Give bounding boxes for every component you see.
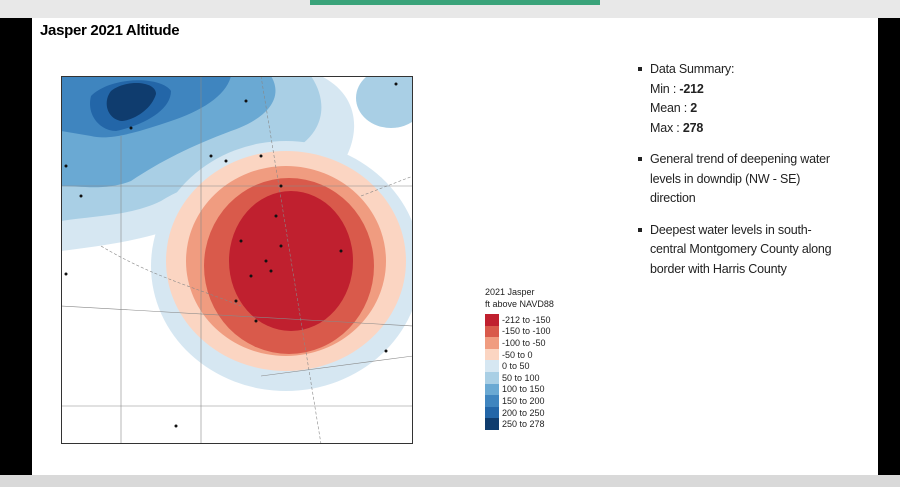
bullet-line: central Montgomery County along	[650, 242, 832, 256]
legend-label: 100 to 150	[502, 384, 545, 395]
legend-item: -150 to -100	[485, 325, 554, 338]
stat-row: Max : 278	[650, 119, 868, 139]
bottom-bar	[0, 475, 900, 487]
legend-label: 150 to 200	[502, 395, 545, 406]
legend-title: 2021 Jasper	[485, 287, 535, 297]
legend-label: 250 to 278	[502, 419, 545, 430]
legend-item: 50 to 100	[485, 371, 554, 384]
stat-value: 278	[682, 120, 704, 135]
legend-label: -212 to -150	[502, 314, 551, 325]
bullet-line: direction	[650, 191, 696, 205]
legend-swatch	[485, 418, 499, 430]
legend-item: 200 to 250	[485, 406, 554, 419]
bullet-line: Data Summary:	[650, 62, 735, 76]
stat-label: Mean :	[650, 101, 691, 115]
bullet: Deepest water levels in south-central Mo…	[638, 221, 868, 280]
top-bar	[0, 0, 900, 18]
stat-label: Max :	[650, 120, 683, 135]
bullet-line: levels in downdip (NW - SE)	[650, 171, 801, 186]
slide: Jasper 2021 Altitude	[32, 18, 878, 475]
legend-label: 200 to 250	[502, 407, 545, 418]
legend-item: 0 to 50	[485, 360, 554, 372]
bullet-line: border with Harris County	[650, 261, 787, 276]
legend-swatch	[485, 314, 499, 326]
legend-swatch	[485, 406, 499, 419]
slide-title: Jasper 2021 Altitude	[40, 22, 180, 39]
legend-item: -212 to -150	[485, 314, 554, 326]
legend-item: -50 to 0	[485, 348, 554, 361]
stat-value: -212	[679, 81, 704, 96]
legend-swatch	[485, 337, 499, 349]
stat-row: Min : -212	[650, 80, 868, 100]
legend-label: 50 to 100	[502, 372, 540, 383]
bullet-list: Data Summary: Min : -212 Mean : 2 Max : 278…	[638, 60, 868, 291]
legend-swatch	[485, 360, 499, 372]
legend-swatch	[485, 395, 499, 407]
legend-item: 100 to 150	[485, 383, 554, 396]
map	[61, 76, 413, 444]
bullet: General trend of deepening water levels i…	[638, 150, 868, 209]
stat-value: 2	[690, 101, 698, 115]
stat-label: Min :	[650, 81, 680, 96]
legend-swatch	[485, 348, 499, 361]
legend-label: -50 to 0	[502, 349, 533, 360]
legend-swatch	[485, 371, 499, 384]
bullet: Data Summary: Min : -212 Mean : 2 Max : 278	[638, 60, 868, 138]
stat-row: Mean : 2	[650, 99, 868, 119]
legend-label: -150 to -100	[502, 326, 551, 337]
share-indicator	[310, 0, 600, 5]
legend-label: 0 to 50	[502, 361, 530, 372]
legend-label: -100 to -50	[502, 337, 546, 348]
bullet-line: General trend of deepening water	[650, 152, 830, 166]
legend-item: 150 to 200	[485, 395, 554, 407]
legend-swatch	[485, 325, 499, 338]
legend: 2021 Jasper ft above NAVD88 -212 to -150 -1…	[485, 286, 554, 430]
legend-swatch	[485, 383, 499, 396]
legend-item: 250 to 278	[485, 418, 554, 430]
legend-title: ft above NAVD88	[485, 299, 554, 309]
legend-item: -100 to -50	[485, 337, 554, 349]
bullet-line: Deepest water levels in south-	[650, 222, 812, 237]
